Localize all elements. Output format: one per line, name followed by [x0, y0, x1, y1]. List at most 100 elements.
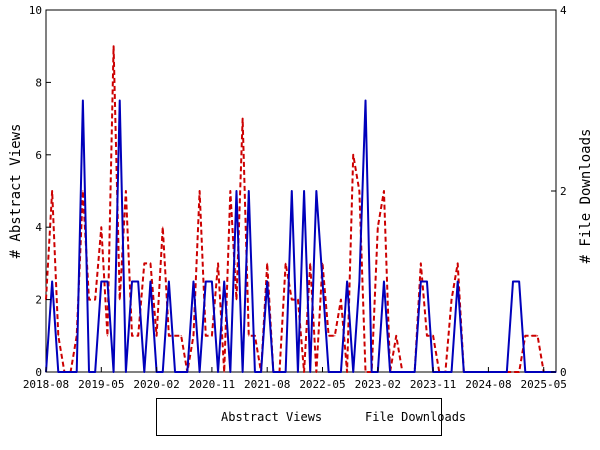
data-point	[235, 299, 238, 301]
data-point	[334, 371, 336, 373]
data-point	[407, 371, 410, 373]
x-tick-label: 2020-02	[133, 378, 179, 391]
data-point	[223, 280, 225, 283]
data-point	[168, 280, 170, 283]
data-point	[260, 371, 262, 373]
data-point	[149, 280, 152, 283]
data-point	[334, 335, 336, 337]
data-point	[82, 99, 84, 102]
data-point	[328, 335, 330, 337]
data-point	[211, 335, 213, 337]
data-point	[297, 371, 299, 373]
data-point	[143, 262, 145, 264]
data-point	[309, 371, 311, 373]
data-point	[469, 371, 471, 373]
series-line	[45, 99, 556, 373]
data-point	[536, 371, 539, 373]
x-tick-label: 2020-11	[189, 378, 235, 391]
data-point	[192, 280, 195, 283]
y-tick-label-left: 4	[35, 221, 42, 234]
data-point	[174, 335, 176, 337]
y-tick-label-right: 2	[560, 185, 567, 198]
data-point	[266, 262, 268, 264]
data-point	[149, 262, 152, 264]
data-point	[100, 280, 102, 283]
data-point	[57, 371, 59, 373]
data-point	[217, 371, 219, 373]
data-point	[229, 371, 231, 373]
data-point	[303, 371, 305, 373]
data-point	[549, 371, 551, 373]
data-point	[303, 190, 305, 192]
data-point	[377, 226, 379, 228]
data-point	[291, 299, 293, 301]
data-point	[506, 371, 508, 373]
data-point	[328, 371, 330, 373]
data-point	[420, 262, 422, 264]
data-point	[254, 371, 256, 373]
data-point	[168, 335, 170, 337]
y-tick-label-left: 8	[35, 76, 42, 89]
data-point	[205, 280, 207, 283]
data-point	[51, 280, 53, 283]
data-point	[450, 299, 453, 301]
data-point	[340, 299, 342, 301]
y-tick-label-right: 4	[560, 4, 567, 17]
y-axis-title-right: # File Downloads	[578, 129, 594, 264]
data-point	[395, 371, 397, 373]
data-point	[346, 280, 348, 283]
data-point	[205, 335, 207, 337]
right-axis: 0 2 4	[551, 4, 567, 379]
data-point	[340, 371, 342, 373]
data-point	[297, 299, 299, 301]
data-point	[137, 335, 139, 337]
data-point	[524, 335, 526, 337]
data-point	[291, 190, 293, 192]
data-point	[180, 371, 182, 373]
data-point	[88, 299, 90, 301]
data-point	[82, 190, 84, 192]
data-point	[524, 371, 526, 373]
data-point	[426, 280, 428, 283]
data-point	[248, 335, 250, 337]
y-axis-title-left: # Abstract Views	[8, 124, 24, 259]
data-point	[76, 371, 78, 373]
data-point	[457, 280, 459, 283]
legend: Abstract Views File Downloads	[156, 398, 466, 436]
data-point	[321, 280, 324, 283]
data-point	[242, 118, 244, 120]
data-point	[119, 299, 121, 301]
data-point	[383, 190, 385, 192]
data-point	[162, 371, 164, 373]
data-point	[352, 371, 354, 373]
left-axis: 0 2 4 6 8 10	[29, 4, 51, 379]
legend-label-views: Abstract Views	[221, 410, 323, 424]
data-point	[518, 280, 520, 283]
data-point	[536, 335, 539, 337]
data-point	[119, 99, 121, 102]
data-point	[518, 371, 520, 373]
data-point	[512, 280, 514, 283]
data-point	[69, 371, 72, 373]
y-tick-label-left: 2	[35, 294, 42, 307]
data-point	[414, 371, 416, 373]
series-layer	[45, 45, 557, 373]
x-tick-label: 2018-08	[23, 378, 69, 391]
data-point	[100, 226, 102, 228]
data-point	[278, 371, 281, 373]
x-axis: 2018-08 2019-05 2020-02 2020-11 2021-08 2022-…	[23, 367, 567, 391]
data-point	[106, 280, 109, 283]
data-point	[426, 335, 428, 337]
data-point	[272, 371, 274, 373]
data-point	[530, 371, 533, 373]
data-point	[420, 280, 422, 283]
data-point	[186, 371, 188, 373]
data-point	[285, 371, 287, 373]
data-point	[199, 371, 201, 373]
data-point	[242, 371, 244, 373]
data-point	[401, 371, 403, 373]
data-point	[358, 280, 360, 283]
x-tick-label: 2021-08	[244, 378, 290, 391]
y-tick-label-left: 0	[35, 366, 42, 379]
